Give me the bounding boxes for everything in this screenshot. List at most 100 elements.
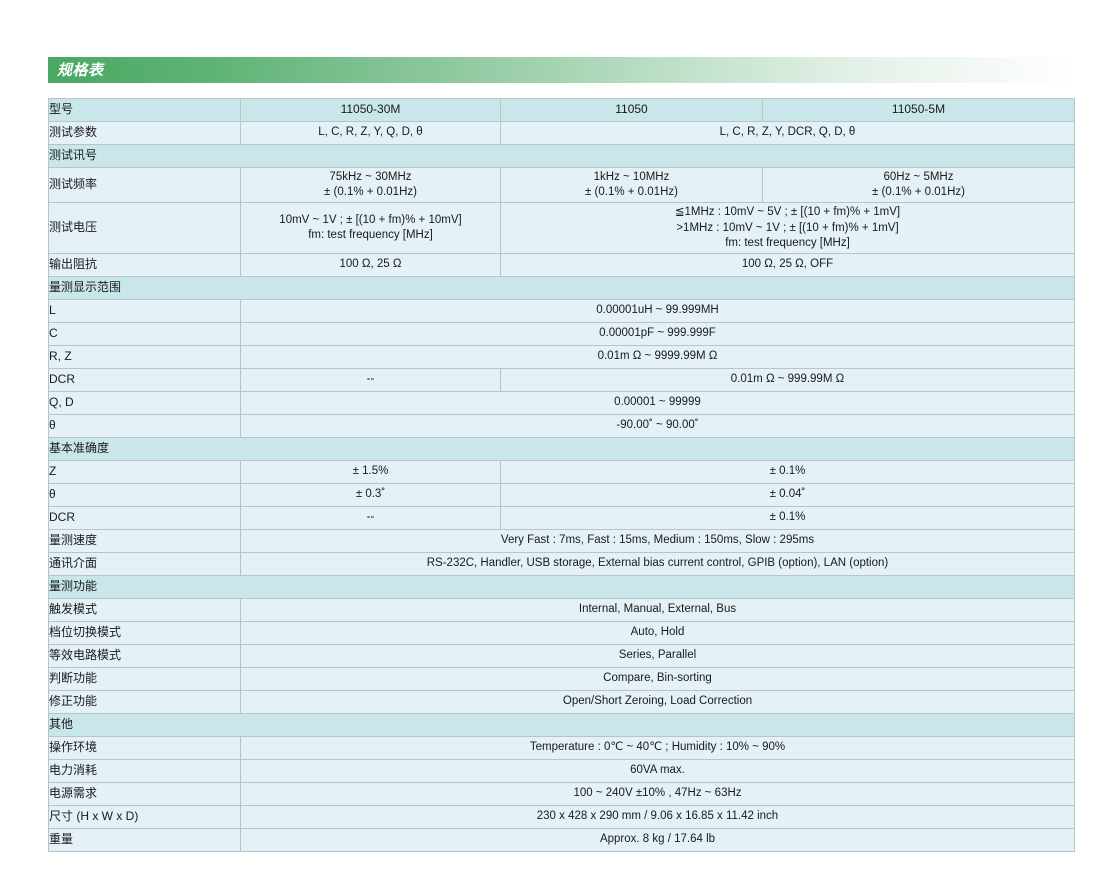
table-row: 量测显示范围 xyxy=(48,275,1075,300)
banner-title: 规格表 xyxy=(57,61,104,79)
table-cell: 0.00001 ~ 99999 xyxy=(240,390,1075,415)
row-label: 测试参数 xyxy=(48,121,241,145)
table-cell: 230 x 428 x 290 mm / 9.06 x 16.85 x 11.4… xyxy=(240,804,1075,829)
row-label: 电力消耗 xyxy=(48,758,241,783)
section-heading: 测试讯号 xyxy=(48,144,1075,168)
row-label: 重量 xyxy=(48,827,241,852)
table-row: R, Z 0.01m Ω ~ 9999.99M Ω xyxy=(48,344,1075,369)
table-cell: 0.00001pF ~ 999.999F xyxy=(240,321,1075,346)
table-cell: L, C, R, Z, Y, DCR, Q, D, θ xyxy=(500,121,1075,145)
table-cell: 75kHz ~ 30MHz ± (0.1% + 0.01Hz) xyxy=(240,166,501,204)
table-row: 量测功能 xyxy=(48,574,1075,599)
table-row: 量测速度 Very Fast : 7ms, Fast : 15ms, Medium… xyxy=(48,528,1075,553)
row-label: 判断功能 xyxy=(48,666,241,691)
table-cell: Auto, Hold xyxy=(240,620,1075,645)
table-cell: 60VA max. xyxy=(240,758,1075,783)
table-cell: -- xyxy=(240,505,501,530)
table-cell: Temperature : 0℃ ~ 40℃ ; Humidity : 10% … xyxy=(240,735,1075,760)
row-label: 测试频率 xyxy=(48,166,241,204)
row-label: 测试电压 xyxy=(48,202,241,254)
row-label: 等效电路模式 xyxy=(48,643,241,668)
row-label: 通讯介面 xyxy=(48,551,241,576)
table-cell: ± 0.3˚ xyxy=(240,482,501,507)
table-row: 测试频率 75kHz ~ 30MHz ± (0.1% + 0.01Hz) 1kHz … xyxy=(48,166,1075,204)
table-cell: RS-232C, Handler, USB storage, External … xyxy=(240,551,1075,576)
table-row: 型号 11050-30M 11050 11050-5M xyxy=(48,98,1075,122)
table-row: 测试讯号 xyxy=(48,144,1075,168)
section-heading: 基本准确度 xyxy=(48,436,1075,461)
specification-table: 型号 11050-30M 11050 11050-5M 测试参数 L, C, R, Z, … xyxy=(48,98,1075,852)
table-cell: -90.00˚ ~ 90.00˚ xyxy=(240,413,1075,438)
table-row: 基本准确度 xyxy=(48,436,1075,461)
table-cell: 100 ~ 240V ±10% , 47Hz ~ 63Hz xyxy=(240,781,1075,806)
table-row: 输出阻抗 100 Ω, 25 Ω 100 Ω, 25 Ω, OFF xyxy=(48,252,1075,277)
row-label: 触发模式 xyxy=(48,597,241,622)
row-label: 电源需求 xyxy=(48,781,241,806)
table-cell: L, C, R, Z, Y, Q, D, θ xyxy=(240,121,501,145)
table-row: Z ± 1.5% ± 0.1% xyxy=(48,459,1075,484)
row-label: Q, D xyxy=(48,390,241,415)
table-cell: 0.00001uH ~ 99.999MH xyxy=(240,298,1075,323)
table-row: 电力消耗 60VA max. xyxy=(48,758,1075,783)
table-cell: Approx. 8 kg / 17.64 lb xyxy=(240,827,1075,852)
row-label: L xyxy=(48,298,241,323)
table-cell: Open/Short Zeroing, Load Correction xyxy=(240,689,1075,714)
row-label: 操作环境 xyxy=(48,735,241,760)
table-cell: ± 0.04˚ xyxy=(500,482,1075,507)
table-row: DCR -- 0.01m Ω ~ 999.99M Ω xyxy=(48,367,1075,392)
table-row: 通讯介面 RS-232C, Handler, USB storage, Exter… xyxy=(48,551,1075,576)
table-cell: Series, Parallel xyxy=(240,643,1075,668)
table-cell: ± 0.1% xyxy=(500,505,1075,530)
row-label: R, Z xyxy=(48,344,241,369)
table-cell: Very Fast : 7ms, Fast : 15ms, Medium : 1… xyxy=(240,528,1075,553)
table-row: 修正功能 Open/Short Zeroing, Load Correction xyxy=(48,689,1075,714)
table-row: 重量 Approx. 8 kg / 17.64 lb xyxy=(48,827,1075,852)
row-label: C xyxy=(48,321,241,346)
table-cell: 10mV ~ 1V ; ± [(10 + fm)% + 10mV] fm: te… xyxy=(240,202,501,254)
section-heading: 量测功能 xyxy=(48,574,1075,599)
table-row: θ ± 0.3˚ ± 0.04˚ xyxy=(48,482,1075,507)
section-banner: 规格表 xyxy=(48,57,1074,83)
table-cell: ≦1MHz : 10mV ~ 5V ; ± [(10 + fm)% + 1mV]… xyxy=(500,202,1075,254)
table-row: 尺寸 (H x W x D) 230 x 428 x 290 mm / 9.06 … xyxy=(48,804,1075,829)
table-row: Q, D 0.00001 ~ 99999 xyxy=(48,390,1075,415)
table-row: 触发模式 Internal, Manual, External, Bus xyxy=(48,597,1075,622)
column-header-cell: 11050-5M xyxy=(762,98,1075,122)
table-cell: 0.01m Ω ~ 999.99M Ω xyxy=(500,367,1075,392)
table-row: 测试参数 L, C, R, Z, Y, Q, D, θ L, C, R, Z, Y,… xyxy=(48,121,1075,145)
table-cell: ± 1.5% xyxy=(240,459,501,484)
table-cell: ± 0.1% xyxy=(500,459,1075,484)
row-label: 量测速度 xyxy=(48,528,241,553)
row-label: 型号 xyxy=(48,98,241,122)
table-row: 测试电压 10mV ~ 1V ; ± [(10 + fm)% + 10mV] fm… xyxy=(48,202,1075,254)
row-label: θ xyxy=(48,482,241,507)
table-row: DCR -- ± 0.1% xyxy=(48,505,1075,530)
row-label: 修正功能 xyxy=(48,689,241,714)
table-cell: Internal, Manual, External, Bus xyxy=(240,597,1075,622)
row-label: 尺寸 (H x W x D) xyxy=(48,804,241,829)
row-label: 档位切换模式 xyxy=(48,620,241,645)
table-cell: Compare, Bin-sorting xyxy=(240,666,1075,691)
row-label: DCR xyxy=(48,367,241,392)
table-cell: 1kHz ~ 10MHz ± (0.1% + 0.01Hz) xyxy=(500,166,763,204)
table-row: 判断功能 Compare, Bin-sorting xyxy=(48,666,1075,691)
table-cell: 0.01m Ω ~ 9999.99M Ω xyxy=(240,344,1075,369)
table-row: 其他 xyxy=(48,712,1075,737)
table-row: L 0.00001uH ~ 99.999MH xyxy=(48,298,1075,323)
table-row: 档位切换模式 Auto, Hold xyxy=(48,620,1075,645)
specification-table-body: 型号 11050-30M 11050 11050-5M 测试参数 L, C, R, Z, … xyxy=(48,98,1075,852)
table-cell: 100 Ω, 25 Ω xyxy=(240,252,501,277)
section-heading: 量测显示范围 xyxy=(48,275,1075,300)
table-row: θ -90.00˚ ~ 90.00˚ xyxy=(48,413,1075,438)
table-cell: 60Hz ~ 5MHz ± (0.1% + 0.01Hz) xyxy=(762,166,1075,204)
column-header-cell: 11050 xyxy=(500,98,763,122)
table-row: C 0.00001pF ~ 999.999F xyxy=(48,321,1075,346)
row-label: Z xyxy=(48,459,241,484)
row-label: 输出阻抗 xyxy=(48,252,241,277)
table-row: 操作环境 Temperature : 0℃ ~ 40℃ ; Humidity : … xyxy=(48,735,1075,760)
table-cell: -- xyxy=(240,367,501,392)
table-cell: 100 Ω, 25 Ω, OFF xyxy=(500,252,1075,277)
section-heading: 其他 xyxy=(48,712,1075,737)
column-header-cell: 11050-30M xyxy=(240,98,501,122)
